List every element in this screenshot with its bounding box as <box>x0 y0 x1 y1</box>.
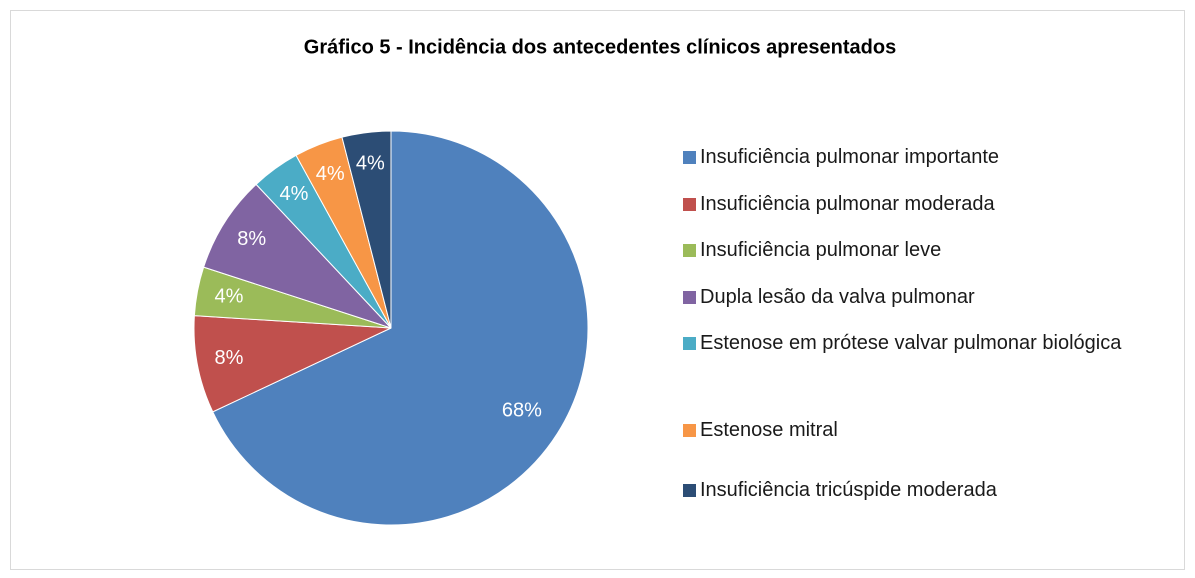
legend-swatch <box>683 151 696 164</box>
legend-label: Insuficiência pulmonar leve <box>700 239 942 261</box>
pie-slice <box>212 130 589 526</box>
legend-label: Insuficiência pulmonar moderada <box>700 193 995 215</box>
legend-item: Insuficiência pulmonar moderada <box>683 192 1153 217</box>
legend-item: Insuficiência pulmonar importante <box>683 145 1153 170</box>
legend-swatch <box>683 484 696 497</box>
legend-item: Insuficiência tricúspide moderada <box>683 478 1153 503</box>
legend-swatch <box>683 424 696 437</box>
data-label: 68% <box>502 399 542 421</box>
pie-slice <box>193 315 392 413</box>
data-label: 4% <box>356 153 385 175</box>
legend-swatch <box>683 291 696 304</box>
legend-item: Insuficiência pulmonar leve <box>683 238 1153 263</box>
data-label: 4% <box>316 163 345 185</box>
legend-label: Dupla lesão da valva pulmonar <box>700 286 975 308</box>
data-label: 8% <box>214 347 243 369</box>
legend-swatch <box>683 244 696 257</box>
data-label: 8% <box>237 228 266 250</box>
legend-swatch <box>683 337 696 350</box>
legend-item: Estenose mitral <box>683 418 1153 443</box>
legend-item: Dupla lesão da valva pulmonar <box>683 285 1153 310</box>
chart-title: Gráfico 5 - Incidência dos antecedentes … <box>304 36 896 58</box>
pie-slice <box>341 130 392 329</box>
legend-label: Insuficiência pulmonar importante <box>700 146 1000 168</box>
legend-item: Estenose em prótese valvar pulmonar biol… <box>683 331 1153 356</box>
pie-slice <box>203 183 392 329</box>
legend-label: Estenose em prótese valvar pulmonar biol… <box>700 332 1122 354</box>
legend-label: Estenose mitral <box>700 419 838 441</box>
legend-label: Insuficiência tricúspide moderada <box>700 479 997 501</box>
data-label: 4% <box>280 183 309 205</box>
legend-swatch <box>683 198 696 211</box>
data-label: 4% <box>214 285 243 307</box>
